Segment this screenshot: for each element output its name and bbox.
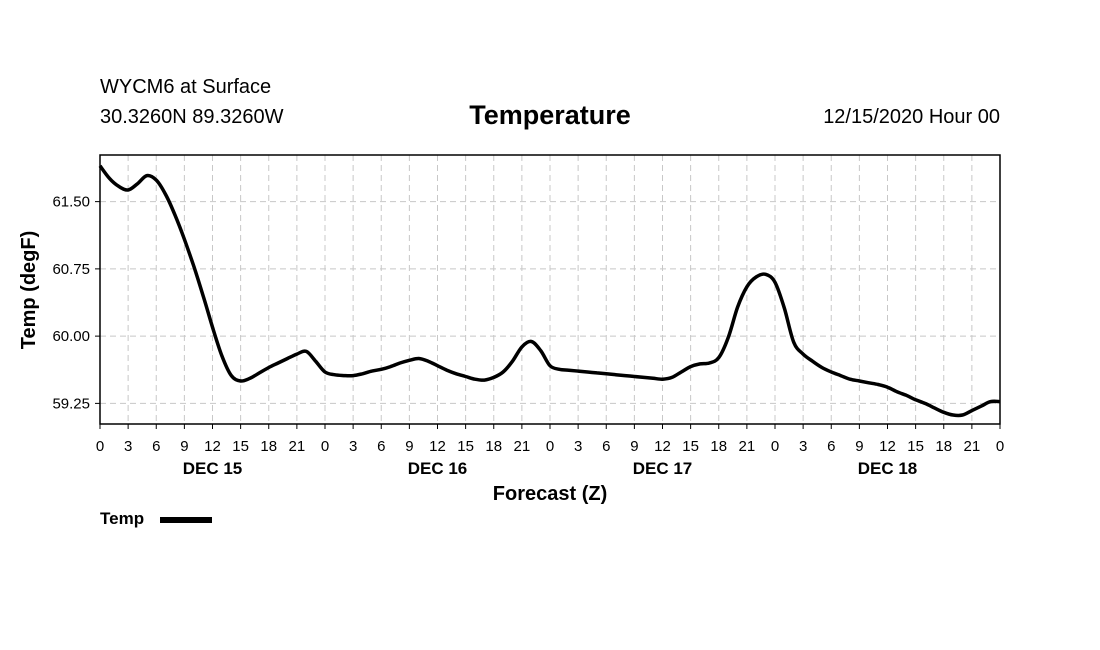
chart-title: Temperature [469,100,631,130]
day-label: DEC 18 [858,459,918,478]
day-label: DEC 16 [408,459,468,478]
legend-label: Temp [100,509,145,528]
x-tick-label: 3 [124,438,132,455]
x-tick-label: 12 [654,438,671,455]
x-tick-label: 15 [457,438,474,455]
series-layer [98,164,1001,418]
grid-lines [100,155,1000,424]
y-tick-label: 59.25 [52,395,90,412]
day-label: DEC 15 [183,459,243,478]
x-tick-label: 6 [602,438,610,455]
x-tick-label: 0 [771,438,779,455]
x-tick-label: 9 [405,438,413,455]
x-axis-label: Forecast (Z) [493,483,607,505]
x-tick-label: 9 [630,438,638,455]
x-tick-label: 0 [996,438,1004,455]
legend-swatch [160,517,212,523]
x-tick-label: 6 [377,438,385,455]
x-tick-label: 18 [485,438,502,455]
x-tick-label: 6 [152,438,160,455]
x-tick-label: 18 [710,438,727,455]
valid-time-label: 12/15/2020 Hour 00 [823,106,1000,128]
x-tick-label: 15 [907,438,924,455]
plot-frame [99,154,1001,425]
x-tick-label: 3 [799,438,807,455]
x-tick-label: 9 [855,438,863,455]
x-tick-label: 12 [429,438,446,455]
x-tick-label: 6 [827,438,835,455]
x-tick-label: 3 [349,438,357,455]
station-label: WYCM6 at Surface [100,76,272,98]
axes [95,154,1001,429]
x-tick-label: 21 [514,438,531,455]
x-tick-label: 12 [204,438,221,455]
x-tick-label: 0 [96,438,104,455]
temp-series-line [98,164,1001,418]
coordinates-label: 30.3260N 89.3260W [100,106,284,128]
y-axis-label: Temp (degF) [18,231,40,350]
x-tick-label: 15 [232,438,249,455]
x-tick-label: 18 [260,438,277,455]
y-tick-label: 61.50 [52,194,90,211]
x-tick-label: 0 [546,438,554,455]
y-tick-label: 60.00 [52,328,90,345]
x-tick-label: 21 [739,438,756,455]
x-tick-label: 15 [682,438,699,455]
x-tick-label: 21 [964,438,981,455]
x-tick-label: 3 [574,438,582,455]
day-label: DEC 17 [633,459,693,478]
tick-labels: 0 3 6 9 12 15 18 21 0 3 6 9 12 15 18 21 0 3 6 9 12 15 18 21 0 3 6 9… [52,194,1004,478]
x-tick-label: 9 [180,438,188,455]
x-tick-label: 18 [935,438,952,455]
x-tick-label: 21 [289,438,306,455]
x-tick-label: 12 [879,438,896,455]
y-tick-label: 60.75 [52,261,90,278]
x-tick-label: 0 [321,438,329,455]
